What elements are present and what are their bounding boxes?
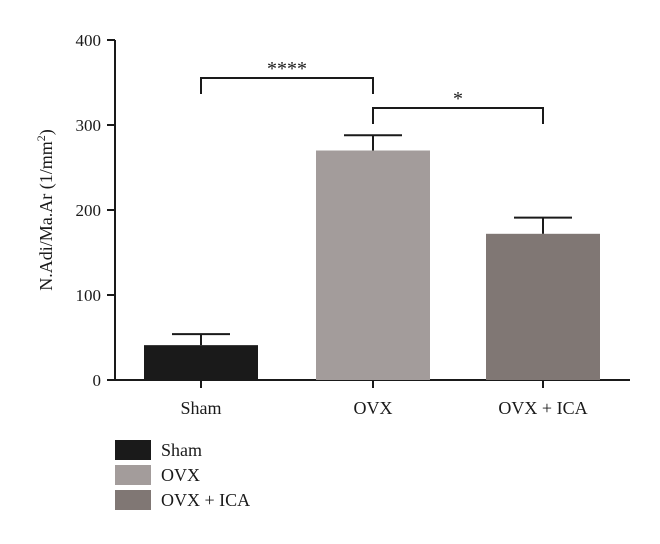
x-tick-label: Sham xyxy=(180,398,221,418)
legend-swatch xyxy=(115,490,151,510)
significance-brackets: ***** xyxy=(200,58,544,124)
significance-bracket: * xyxy=(372,88,544,124)
y-axis-label-main: N.Adi/Ma.Ar (1/mm xyxy=(36,141,57,290)
significance-label: * xyxy=(453,88,463,110)
bar xyxy=(144,345,258,380)
bars xyxy=(144,134,600,380)
significance-label: **** xyxy=(267,58,307,80)
y-tick-label: 100 xyxy=(76,286,102,305)
y-axis-label-superscript: 2 xyxy=(34,135,48,141)
legend-swatch xyxy=(115,465,151,485)
legend-item: OVX + ICA xyxy=(115,490,250,510)
y-tick-label: 400 xyxy=(76,31,102,50)
y-tick-label: 0 xyxy=(93,371,102,390)
y-tick-label: 200 xyxy=(76,201,102,220)
legend-label: OVX + ICA xyxy=(161,490,250,510)
x-tick-label: OVX xyxy=(354,398,393,418)
error-bar xyxy=(514,216,572,234)
legend-label: OVX xyxy=(161,465,200,485)
x-tick-label: OVX + ICA xyxy=(498,398,587,418)
y-axis-label-close: ) xyxy=(36,129,57,135)
bar xyxy=(316,150,430,380)
y-axis-label: N.Adi/Ma.Ar (1/mm2) xyxy=(34,129,57,290)
error-bar xyxy=(344,134,402,151)
axes: 0 100 200 300 400 Sham OVX OVX + ICA xyxy=(76,31,630,418)
legend: Sham OVX OVX + ICA xyxy=(115,440,250,510)
legend-swatch xyxy=(115,440,151,460)
bracket-line xyxy=(200,77,374,94)
legend-item: Sham xyxy=(115,440,202,460)
bar xyxy=(486,233,600,380)
error-bar xyxy=(172,333,230,346)
significance-bracket: **** xyxy=(200,58,374,94)
bracket-line xyxy=(372,107,544,124)
legend-label: Sham xyxy=(161,440,202,460)
legend-item: OVX xyxy=(115,465,200,485)
y-tick-label: 300 xyxy=(76,116,102,135)
